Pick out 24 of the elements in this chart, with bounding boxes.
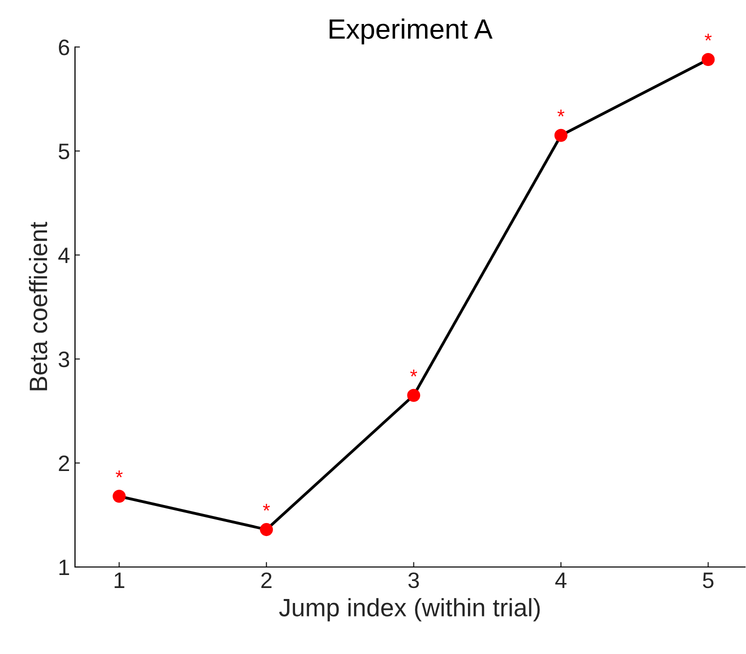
x-tick-label: 5 (702, 572, 714, 588)
x-tick-label: 1 (114, 572, 124, 588)
y-axis-title: Beta coefficient (28, 222, 48, 390)
annotation: * (557, 110, 564, 116)
annotation: * (704, 34, 712, 41)
x-tick-label: 3 (408, 572, 419, 588)
point (260, 523, 273, 536)
y-tick-label: 2 (58, 456, 70, 472)
x-tick-label: 4 (555, 572, 566, 588)
point (407, 388, 420, 402)
x-tick-label: 2 (261, 572, 272, 588)
y-tick-label: 1 (59, 560, 70, 576)
y-tick-label: 3 (58, 352, 70, 368)
y-tick-label: 6 (58, 40, 70, 56)
point (702, 52, 715, 66)
annotation: * (116, 470, 123, 478)
point (112, 490, 126, 503)
x-axis-title: Jump index (within trial) (279, 598, 540, 622)
annotation: * (262, 504, 270, 511)
chart-title: Experiment A (330, 18, 493, 44)
y-tick-label: 5 (58, 144, 70, 160)
point (554, 128, 568, 142)
annotation: * (410, 370, 418, 376)
y-tick-label: 4 (58, 248, 70, 264)
